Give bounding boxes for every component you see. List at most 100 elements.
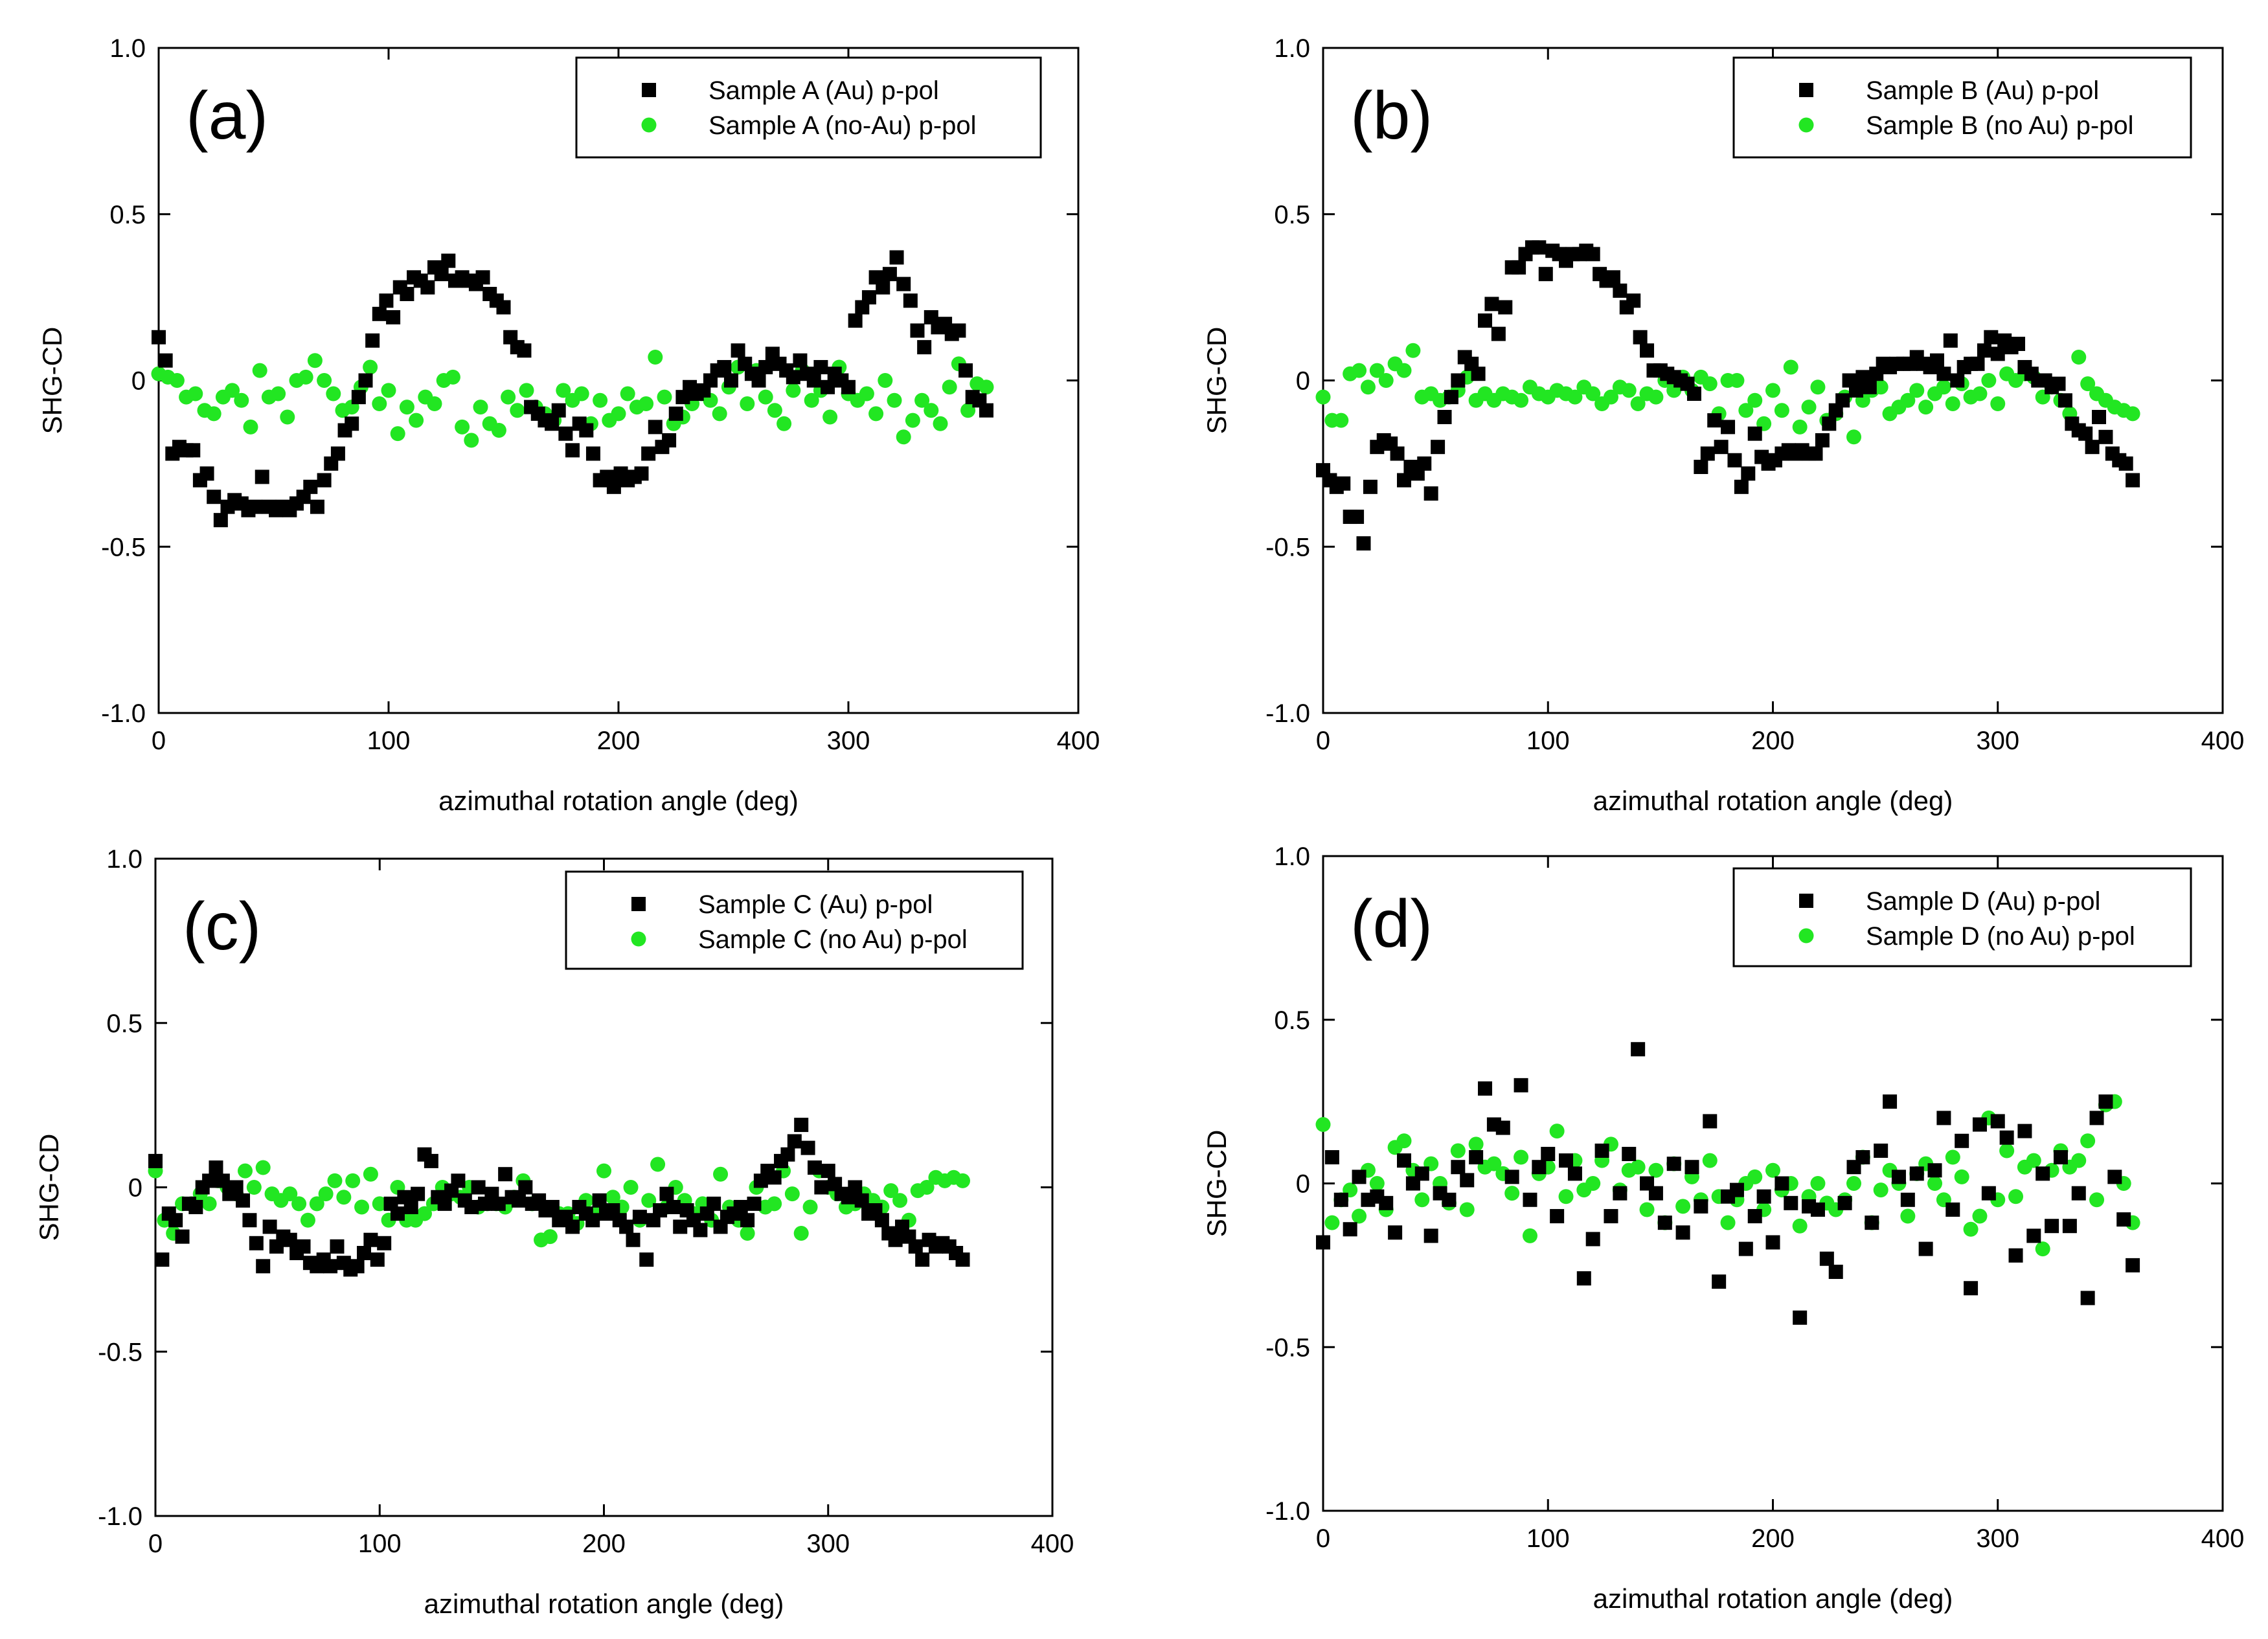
data-point-au	[2107, 1170, 2122, 1184]
data-point-no-au	[1369, 363, 1385, 378]
data-point-no-au	[1747, 1169, 1763, 1184]
data-point-au	[1810, 1202, 1825, 1217]
data-point-au	[841, 379, 856, 394]
legend: Sample C (Au) p-pol Sample C (no Au) p-po…	[565, 870, 1024, 970]
data-point-no-au	[1801, 400, 1817, 415]
data-point-no-au	[960, 403, 976, 418]
data-point-au	[1707, 413, 1722, 428]
data-point-no-au	[399, 400, 414, 415]
data-point-au	[1694, 1199, 1708, 1214]
data-point-au	[403, 1199, 418, 1214]
x-tick-label: 400	[1031, 1530, 1074, 1558]
data-point-au	[1469, 1150, 1484, 1165]
data-point-no-au	[623, 1180, 639, 1195]
data-point-no-au	[641, 1193, 657, 1208]
data-point-no-au	[409, 413, 424, 428]
data-point-au	[780, 1147, 795, 1162]
data-point-no-au	[309, 1196, 324, 1212]
data-point-au	[2098, 429, 2113, 444]
data-point-au	[910, 323, 925, 338]
data-point-au	[1336, 476, 1351, 491]
data-point-au	[2089, 1111, 2104, 1125]
x-axis-label: azimuthal rotation angle (deg)	[438, 786, 799, 816]
data-point-no-au	[1585, 386, 1601, 401]
data-point-no-au	[892, 1193, 908, 1208]
data-point-no-au	[868, 406, 884, 422]
data-point-no-au	[1468, 1136, 1484, 1152]
data-point-no-au	[1999, 1143, 2015, 1159]
data-point-au	[693, 1223, 708, 1238]
data-point-au	[365, 333, 380, 348]
data-point-no-au	[1720, 1215, 1736, 1230]
data-point-au	[1437, 409, 1452, 424]
data-point-no-au	[914, 392, 930, 408]
data-point-au	[787, 1134, 802, 1149]
data-point-au	[888, 1232, 903, 1247]
data-point-no-au	[1333, 413, 1349, 428]
data-point-no-au	[246, 1180, 262, 1195]
data-point-no-au	[519, 383, 534, 398]
data-point-au	[814, 1180, 829, 1195]
data-point-au	[175, 1229, 190, 1244]
data-point-no-au	[1702, 376, 1718, 392]
data-point-au	[386, 310, 401, 324]
data-point-au	[793, 353, 808, 368]
data-point-no-au	[1514, 1149, 1529, 1165]
data-point-no-au	[1504, 1186, 1520, 1201]
y-tick-label: -1.0	[1265, 699, 1310, 728]
legend-marker-circle	[1798, 928, 1814, 944]
data-point-au	[1675, 1225, 1690, 1240]
data-point-au	[1694, 460, 1708, 475]
chart-panel-4: 0 100 200 300 400 -1.0 -0.5 0 0.5 1.0 azimuthal ro…	[1201, 842, 2244, 1614]
data-point-au	[758, 359, 773, 374]
legend: Sample B (Au) p-pol Sample B (no Au) p-po…	[1732, 56, 2192, 159]
data-point-au	[2008, 1248, 2023, 1263]
data-point-no-au	[1621, 383, 1637, 398]
data-point-au	[1604, 1209, 1618, 1224]
data-point-no-au	[905, 413, 920, 428]
data-point-au	[707, 1196, 721, 1211]
data-point-au	[558, 426, 573, 441]
data-point-au	[1478, 1081, 1493, 1096]
data-point-au	[1622, 1147, 1637, 1162]
data-point-au	[155, 1252, 170, 1267]
data-point-au	[215, 1173, 230, 1188]
data-point-au	[1686, 387, 1701, 401]
data-point-au	[592, 1193, 607, 1208]
data-point-au	[1727, 453, 1742, 468]
data-point-au	[1388, 1225, 1403, 1240]
data-point-no-au	[919, 1180, 935, 1195]
data-point-no-au	[1909, 383, 1925, 398]
y-tick-label: 0.5	[1274, 201, 1310, 229]
data-point-au	[1918, 1241, 1933, 1256]
data-point-no-au	[300, 1212, 315, 1228]
data-point-au	[1541, 1147, 1556, 1162]
data-point-no-au	[234, 392, 249, 408]
data-point-au	[350, 1259, 365, 1274]
data-point-au	[1784, 1195, 1798, 1210]
data-point-no-au	[2125, 406, 2140, 422]
x-tick-label: 100	[1526, 1524, 1570, 1553]
data-point-au	[1848, 383, 1863, 398]
data-point-au	[1984, 330, 1999, 345]
data-point-au	[1855, 1150, 1870, 1165]
data-point-no-au	[390, 426, 405, 442]
data-point-no-au	[802, 1199, 818, 1215]
data-point-au	[1512, 260, 1526, 275]
data-point-au	[1927, 1163, 1942, 1178]
data-point-au	[1808, 446, 1823, 461]
data-point-au	[1729, 1182, 1744, 1197]
data-point-au	[806, 373, 821, 388]
legend: Sample A (Au) p-pol Sample A (no-Au) p-po…	[575, 56, 1042, 159]
data-point-au	[639, 1252, 654, 1267]
data-point-au	[1874, 1143, 1888, 1158]
data-point-au	[152, 330, 166, 345]
data-point-au	[1640, 343, 1655, 358]
data-point-au	[662, 433, 677, 447]
data-point-au	[236, 1193, 251, 1208]
data-point-au	[1423, 486, 1438, 501]
data-point-no-au	[883, 1183, 899, 1199]
data-point-au	[372, 306, 387, 321]
data-point-au	[915, 1252, 930, 1267]
